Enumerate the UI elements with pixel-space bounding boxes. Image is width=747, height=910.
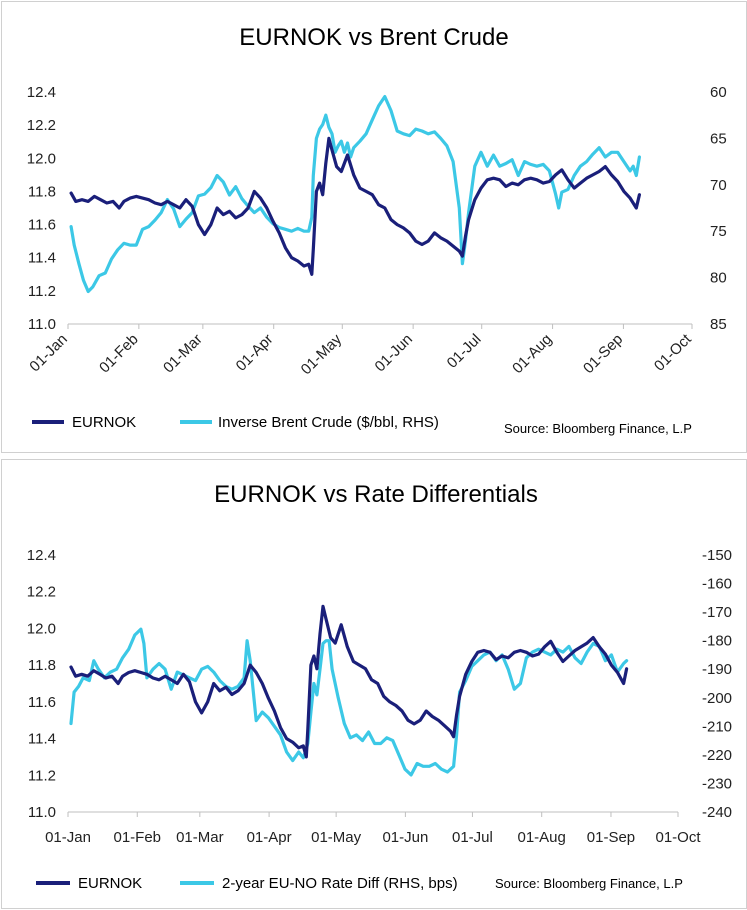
- x-tick-label: 01-Feb: [114, 829, 162, 846]
- x-tick-label: 01-Jul: [444, 331, 485, 372]
- y-right-tick-label: -180: [702, 633, 732, 650]
- x-tick-label: 01-Jan: [45, 829, 91, 846]
- y-right-tick-label: 60: [710, 84, 727, 101]
- y-left-tick-label: 11.8: [28, 183, 56, 200]
- x-tick-label: 01-Jul: [452, 829, 493, 846]
- x-tick-label: 01-Feb: [96, 331, 142, 377]
- y-right-tick-label: -220: [702, 747, 732, 764]
- x-tick-label: 01-Oct: [655, 829, 701, 846]
- x-tick-label: 01-Aug: [509, 331, 555, 377]
- y-right-tick-label: -240: [702, 804, 732, 821]
- y-left-tick-label: 11.2: [28, 767, 56, 784]
- chart-brent-svg: EURNOK vs Brent Crude 11.0 11.2 11.4 11.6 11…: [26, 24, 727, 436]
- chart-panel-brent: EURNOK vs Brent Crude 11.0 11.2 11.4 11.6 11…: [1, 1, 747, 453]
- y-right-tick-label: -170: [702, 604, 732, 621]
- y-right-tick-label: -150: [702, 547, 732, 564]
- x-tick-label: 01-May: [311, 829, 362, 846]
- y-right-tick-label: -160: [702, 576, 732, 593]
- x-tick-label: 01-Apr: [233, 331, 277, 375]
- y-right-tick-label: 75: [710, 223, 727, 240]
- x-tick-label: 01-Oct: [651, 330, 695, 374]
- y-right-tick-label: -190: [702, 661, 732, 678]
- chart-title: EURNOK vs Brent Crude: [239, 24, 508, 51]
- x-tick-label: 01-Sep: [587, 829, 635, 846]
- y-left-tick-label: 12.4: [27, 547, 56, 564]
- y-right-tick-label: -230: [702, 775, 732, 792]
- x-tick-label: 01-Sep: [580, 331, 626, 377]
- y-left-tick-label: 12.0: [27, 150, 56, 167]
- chart-rates-svg: EURNOK vs Rate Differentials 11.0 11.2 11.…: [27, 481, 732, 892]
- x-tick-label: 01-Aug: [518, 829, 566, 846]
- series-line-eurnok: [69, 136, 642, 276]
- legend: EURNOK 2-year EU-NO Rate Diff (RHS, bps): [36, 875, 458, 892]
- y-left-tick-label: 11.6: [28, 694, 56, 711]
- x-tick-label: 01-Jun: [382, 829, 428, 846]
- y-left-tick-label: 11.4: [28, 250, 56, 267]
- legend-label-series2: Inverse Brent Crude ($/bbl, RHS): [218, 414, 439, 431]
- y-left-tick-label: 11.8: [28, 657, 56, 674]
- y-right-tick-label: -200: [702, 690, 732, 707]
- series-line-eurnok: [69, 604, 629, 759]
- legend: EURNOK Inverse Brent Crude ($/bbl, RHS): [32, 414, 439, 431]
- series-line-secondary: [69, 94, 642, 294]
- legend-label-eurnok: EURNOK: [78, 875, 142, 892]
- legend-label-eurnok: EURNOK: [72, 414, 136, 431]
- y-right-tick-label: 65: [710, 130, 727, 147]
- chart-panel-rates: EURNOK vs Rate Differentials 11.0 11.2 11.…: [1, 459, 747, 909]
- y-left-tick-label: 11.6: [28, 217, 56, 234]
- y-right-tick-label: 85: [710, 316, 727, 333]
- y-right-tick-label: 80: [710, 270, 727, 287]
- legend-label-series2: 2-year EU-NO Rate Diff (RHS, bps): [222, 875, 458, 892]
- x-tick-label: 01-Mar: [160, 331, 206, 377]
- y-left-tick-label: 12.2: [27, 584, 56, 601]
- y-left-tick-label: 12.4: [27, 84, 56, 101]
- x-tick-label: 01-Jan: [26, 331, 70, 375]
- x-tick-label: 01-May: [298, 330, 346, 378]
- source-note: Source: Bloomberg Finance, L.P: [495, 876, 683, 891]
- chart-title: EURNOK vs Rate Differentials: [214, 481, 538, 508]
- x-tick-label: 01-Mar: [176, 829, 224, 846]
- y-right-tick-label: 70: [710, 177, 727, 194]
- y-left-tick-label: 11.4: [28, 731, 56, 748]
- x-tick-label: 01-Apr: [247, 829, 292, 846]
- y-left-tick-label: 11.2: [28, 283, 56, 300]
- y-left-tick-label: 11.0: [28, 316, 56, 333]
- x-tick-label: 01-Jun: [372, 331, 416, 375]
- y-right-tick-label: -210: [702, 718, 732, 735]
- y-left-tick-label: 11.0: [28, 804, 56, 821]
- y-left-tick-label: 12.0: [27, 620, 56, 637]
- y-left-tick-label: 12.2: [27, 117, 56, 134]
- source-note: Source: Bloomberg Finance, L.P: [504, 421, 692, 436]
- series-line-secondary: [69, 627, 629, 777]
